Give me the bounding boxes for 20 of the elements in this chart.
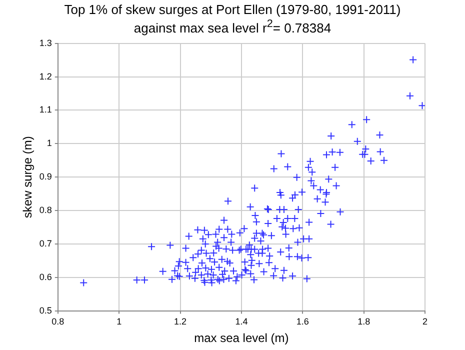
x-tick-label: 1 bbox=[116, 317, 122, 328]
y-axis-title: skew surge (m) bbox=[20, 136, 35, 218]
y-tick-label: 0.5 bbox=[39, 306, 52, 316]
y-tick-label: 1 bbox=[46, 138, 52, 148]
y-tick-label: 0.6 bbox=[39, 272, 52, 282]
y-tick-label: 1.2 bbox=[39, 72, 52, 82]
y-tick-label: 0.9 bbox=[39, 172, 52, 182]
x-tick-label: 2 bbox=[422, 317, 428, 328]
chart-title: Top 1% of skew surges at Port Ellen (1979-80, 1991-2011) bbox=[63, 2, 402, 17]
x-tick-label: 1.6 bbox=[296, 317, 309, 328]
y-tick-label: 1.1 bbox=[39, 105, 52, 116]
x-tick-label: 1.2 bbox=[174, 317, 187, 328]
x-tick-label: 1.4 bbox=[235, 317, 248, 328]
x-tick-label: 1.8 bbox=[358, 317, 370, 328]
y-tick-label: 0.8 bbox=[39, 205, 52, 216]
y-tick-label: 1.3 bbox=[39, 38, 52, 48]
chart-subtitle: against max sea level r$^{2}$= 0.78384 bbox=[132, 17, 332, 36]
x-axis-title: max sea level (m) bbox=[194, 331, 289, 346]
x-tick-label: 0.8 bbox=[52, 317, 64, 328]
y-tick-label: 0.7 bbox=[39, 238, 52, 249]
